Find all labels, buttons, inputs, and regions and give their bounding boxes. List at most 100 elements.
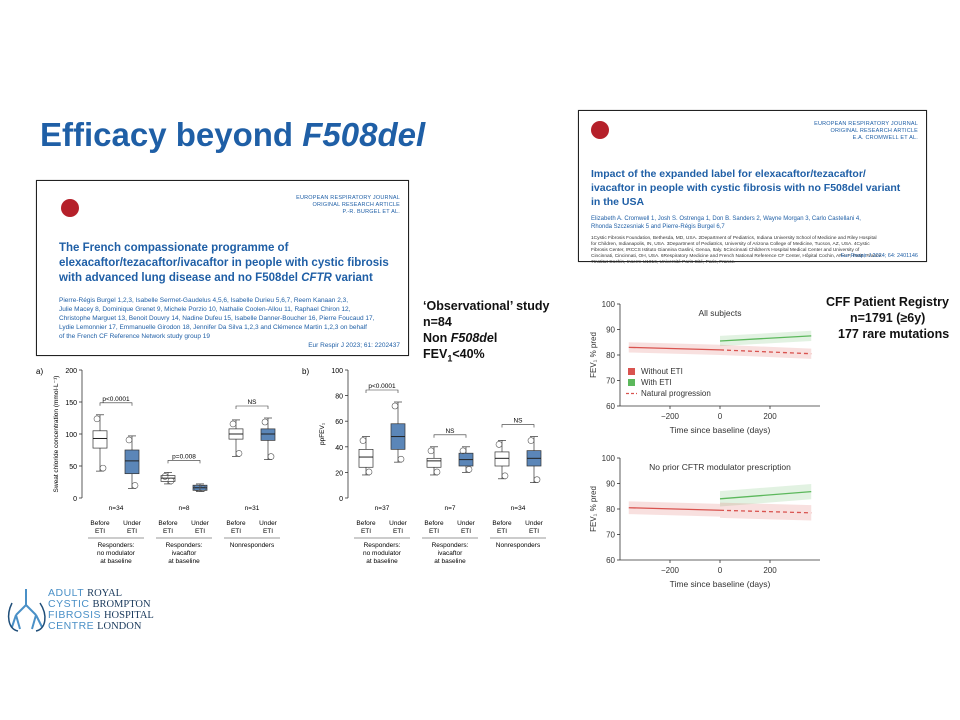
data-point bbox=[167, 477, 175, 485]
box-label: ETI bbox=[231, 528, 241, 535]
title-line: The French compassionate programme of bbox=[59, 242, 289, 254]
y-tick-label: 0 bbox=[339, 496, 343, 503]
y-tick-label: 60 bbox=[335, 419, 343, 426]
data-point bbox=[131, 482, 139, 489]
logo-word: HOSPITAL bbox=[103, 610, 154, 621]
group-label: at baseline bbox=[366, 558, 398, 565]
short-author: P.-R. BURGEL ET AL. bbox=[342, 209, 400, 215]
data-point bbox=[261, 418, 269, 426]
box bbox=[124, 449, 140, 475]
ppfev1-boxplot: b)020406080100ppFEV₁BeforeETIUnderETIp<0… bbox=[302, 367, 546, 565]
group-label: no modulator bbox=[97, 550, 136, 557]
y-tick-label: 100 bbox=[602, 300, 616, 309]
series-line bbox=[719, 335, 812, 342]
group-label: Nonresponders bbox=[496, 542, 541, 549]
data-point bbox=[391, 402, 399, 410]
y-axis-label: ppFEV₁ bbox=[319, 422, 326, 445]
affil-line: for Children, Indianapolis, IN, USA. 3De… bbox=[591, 242, 870, 247]
x-tick-label: −200 bbox=[661, 566, 680, 575]
affiliations: 1Cystic Fibrosis Foundation, Bethesda, M… bbox=[591, 236, 883, 266]
x-axis-label: Time since baseline (days) bbox=[670, 579, 771, 589]
logo-word: ADULT bbox=[48, 587, 85, 599]
journal-header: EUROPEAN RESPIRATORY JOURNAL ORIGINAL RE… bbox=[296, 195, 400, 216]
box-label: Under bbox=[123, 520, 142, 527]
data-point bbox=[359, 437, 367, 444]
data-point bbox=[229, 420, 237, 428]
y-axis-label: FEV₁ % pred bbox=[589, 332, 598, 378]
fev-threshold: <40% bbox=[452, 347, 485, 361]
paper-card-left: EUROPEAN RESPIRATORY JOURNAL ORIGINAL RE… bbox=[36, 180, 409, 356]
study-genotype: Non F508del bbox=[423, 330, 549, 346]
article-type: ORIGINAL RESEARCH ARTICLE bbox=[312, 202, 400, 208]
data-point bbox=[427, 447, 435, 455]
genotype-part: Non bbox=[423, 331, 451, 345]
y-tick-label: 100 bbox=[65, 432, 77, 439]
x-tick-label: 200 bbox=[763, 566, 777, 575]
logo-word: LONDON bbox=[97, 621, 142, 632]
affil-line: 1Cystic Fibrosis Foundation, Bethesda, M… bbox=[591, 236, 877, 241]
ers-logo bbox=[61, 199, 79, 217]
registry-n: n=1791 (≥6y) bbox=[850, 311, 926, 325]
box bbox=[494, 451, 510, 467]
group-label: at baseline bbox=[168, 558, 200, 565]
box bbox=[426, 457, 442, 468]
affil-line: Fibrosis Center, IRCCS Istituto Giannina… bbox=[591, 248, 860, 253]
logo-word: BROMPTON bbox=[92, 599, 151, 610]
y-tick-label: 100 bbox=[602, 454, 616, 463]
box-label: Under bbox=[259, 520, 278, 527]
journal-name: EUROPEAN RESPIRATORY JOURNAL bbox=[296, 195, 400, 201]
significance-label: p<0.0001 bbox=[102, 396, 130, 403]
group-label: Nonresponders bbox=[230, 542, 275, 549]
title-line: Impact of the expanded label for elexaca… bbox=[591, 168, 866, 180]
data-point bbox=[397, 455, 405, 463]
y-tick-label: 40 bbox=[335, 445, 343, 452]
y-tick-label: 70 bbox=[606, 531, 615, 540]
data-point bbox=[501, 472, 509, 480]
significance-label: NS bbox=[247, 399, 257, 406]
box-label: ETI bbox=[529, 528, 539, 535]
registry-name: CFF Patient Registry bbox=[826, 295, 949, 309]
affil-line: 7Institut Cochin, Inserm U1016, Universi… bbox=[591, 260, 736, 265]
fev1-no-prior-modulator-chart: 60 70 80 90 100 −200 0 200 Time since baseline (… bbox=[589, 454, 820, 589]
box-label: ETI bbox=[127, 528, 137, 535]
author-line: Julie Macey 8, Dominique Grenet 9, Miche… bbox=[59, 306, 351, 313]
panel-title: All subjects bbox=[699, 308, 742, 318]
series-line bbox=[719, 349, 812, 355]
significance-label: NS bbox=[445, 428, 455, 435]
x-tick-label: −200 bbox=[661, 412, 680, 421]
y-axis-label: FEV₁ % pred bbox=[589, 486, 598, 532]
data-point bbox=[365, 468, 373, 476]
data-point bbox=[235, 450, 243, 457]
significance-label: p<0.0001 bbox=[368, 383, 396, 390]
box-label: Under bbox=[389, 520, 408, 527]
data-point bbox=[199, 485, 207, 492]
data-point bbox=[459, 447, 467, 455]
data-point bbox=[465, 466, 473, 473]
title-italic-part: CFTR bbox=[301, 272, 332, 284]
author-line: Elizabeth A. Cromwell 1, Josh S. Ostreng… bbox=[591, 216, 861, 222]
box-label: Before bbox=[424, 520, 444, 527]
box-label: Under bbox=[457, 520, 476, 527]
significance-bracket bbox=[235, 405, 269, 409]
box-label: Before bbox=[158, 520, 178, 527]
box-label: Before bbox=[356, 520, 376, 527]
group-label: at baseline bbox=[100, 558, 132, 565]
y-tick-label: 90 bbox=[606, 480, 615, 489]
box-label: ETI bbox=[497, 528, 507, 535]
y-tick-label: 200 bbox=[65, 368, 77, 375]
group-label: at baseline bbox=[434, 558, 466, 565]
fev1-all-subjects-chart: 60 70 80 90 100 −200 0 200 Time since baseline (… bbox=[589, 300, 820, 435]
ers-logo bbox=[591, 121, 609, 139]
study-right-bullets: CFF Patient Registry n=1791 (≥6y) 177 ra… bbox=[826, 294, 949, 342]
panel-label: a) bbox=[36, 367, 43, 376]
journal-header: EUROPEAN RESPIRATORY JOURNAL ORIGINAL RE… bbox=[814, 121, 918, 142]
legend-label: With ETI bbox=[641, 378, 672, 387]
author-line: of the French CF Reference Network study… bbox=[59, 333, 211, 340]
data-point bbox=[533, 476, 541, 483]
group-label: ivacaftor bbox=[438, 550, 463, 557]
logo-word: ROYAL bbox=[87, 588, 123, 599]
y-tick-label: 80 bbox=[335, 394, 343, 401]
y-tick-label: 70 bbox=[606, 377, 615, 386]
box-label: ETI bbox=[95, 528, 105, 535]
box-label: ETI bbox=[163, 528, 173, 535]
